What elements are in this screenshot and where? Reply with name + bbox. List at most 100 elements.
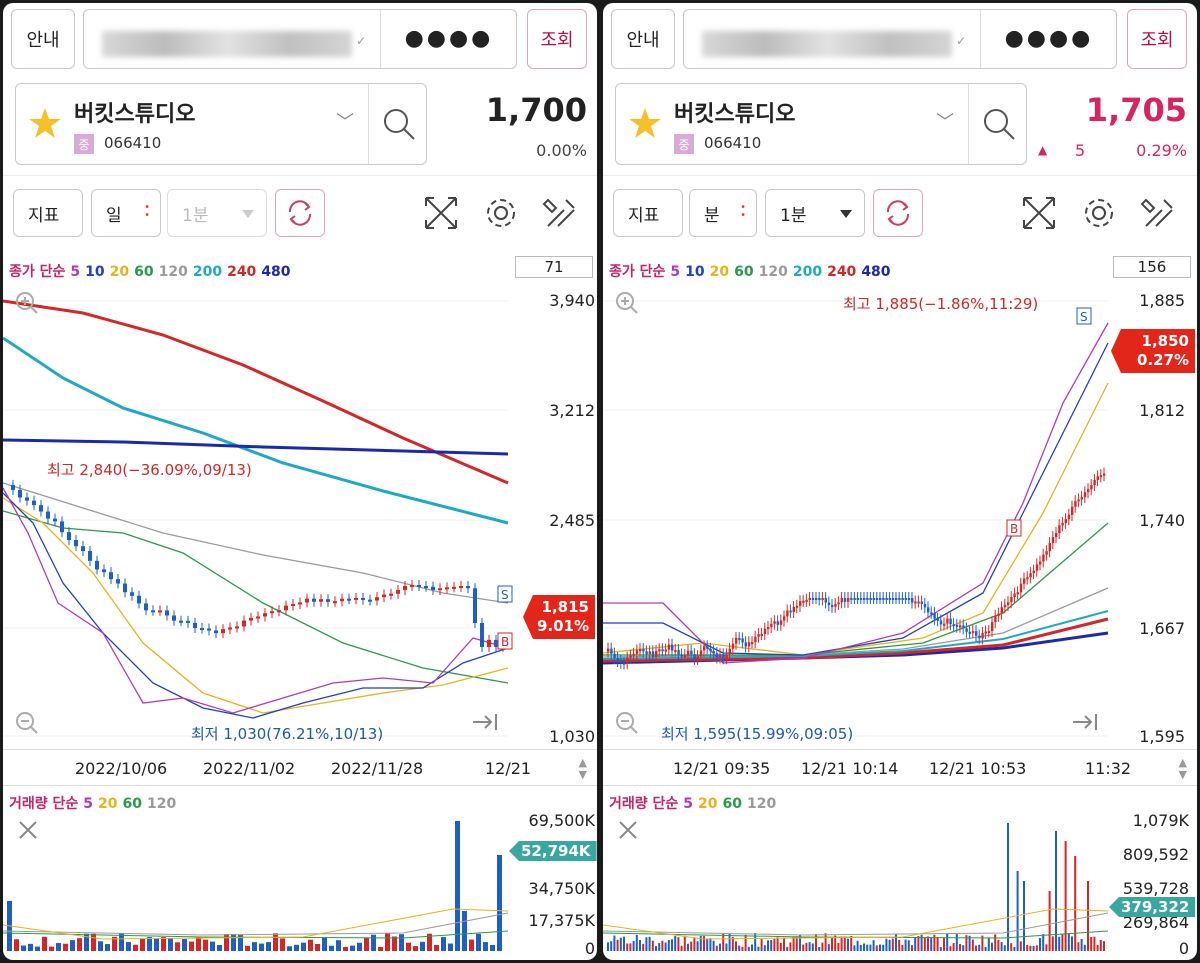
bar-count[interactable]: 156 [1113, 256, 1191, 278]
guide-button[interactable]: 안내 [11, 9, 75, 69]
candle [354, 597, 358, 600]
volume-bar [607, 942, 609, 951]
stock-selector[interactable]: 버킷스튜디오 중 066410 ﹀ [15, 83, 427, 165]
candle [445, 587, 449, 590]
star-icon[interactable] [628, 106, 662, 140]
candle [843, 598, 847, 602]
candle [1045, 551, 1048, 555]
indicator-button[interactable]: 지표 [613, 189, 683, 237]
volume-bar [119, 933, 124, 951]
volume-bar [1074, 856, 1077, 951]
zoom-in-icon[interactable] [15, 291, 39, 315]
axis-scroll-icon[interactable]: ▲ ▼ [578, 756, 587, 781]
volume-bar [613, 935, 616, 951]
volume-bar [629, 943, 632, 951]
volume-bar [1077, 942, 1080, 951]
zoom-in-icon[interactable] [615, 291, 639, 315]
x-tick: 12/21 10:53 [929, 759, 1027, 778]
volume-bar [1048, 891, 1051, 951]
volume-bar [343, 946, 348, 951]
x-tick: 12/21 09:35 [673, 759, 771, 778]
volume-bar [978, 944, 981, 951]
period-select[interactable]: 분 • • [689, 189, 757, 237]
bar-count[interactable]: 71 [515, 256, 593, 278]
close-icon[interactable] [17, 819, 39, 841]
jump-end-icon[interactable] [471, 711, 499, 733]
candle [946, 618, 949, 624]
y-tick: 2,485 [549, 511, 595, 530]
candle [1103, 473, 1106, 476]
search-button[interactable] [968, 84, 1028, 164]
price-chart[interactable]: SB [603, 283, 1113, 743]
volume-bar [994, 934, 997, 951]
zoom-out-icon[interactable] [615, 711, 639, 735]
volume-bar [1090, 937, 1093, 951]
volume-bar [1029, 945, 1032, 951]
refresh-button[interactable] [873, 189, 923, 237]
expand-button[interactable] [1017, 193, 1061, 233]
candle [725, 654, 728, 659]
settings-button[interactable] [1077, 193, 1121, 233]
volume-bar [112, 936, 117, 951]
volume-bar [971, 939, 974, 951]
volume-bar [154, 938, 159, 951]
query-button[interactable]: 조회 [527, 9, 587, 69]
candle [904, 598, 907, 600]
volume-bar [469, 939, 474, 951]
candle [438, 588, 442, 591]
period-select[interactable]: 일 • • [91, 189, 161, 237]
volume-bar [371, 934, 376, 951]
query-button[interactable]: 조회 [1127, 9, 1187, 69]
candle [473, 588, 477, 623]
buy-signal [497, 632, 513, 650]
search-button[interactable] [368, 84, 428, 164]
chevron-down-icon[interactable]: ﹀ [936, 112, 954, 133]
volume-bar [385, 933, 390, 951]
volume-bar [975, 945, 977, 951]
tools-button[interactable] [539, 193, 583, 233]
price-chart[interactable]: SB [3, 283, 513, 743]
account-selector[interactable]: ✓ ●●●● [683, 9, 1117, 69]
candle [200, 628, 204, 631]
volume-bar [280, 938, 285, 951]
candle [249, 617, 253, 621]
settings-button[interactable] [479, 193, 523, 233]
candle [770, 623, 773, 628]
stock-selector[interactable]: 버킷스튜디오 중 066410 ﹀ [615, 83, 1027, 165]
volume-bar [434, 944, 439, 951]
star-icon[interactable] [28, 106, 62, 140]
volume-bar [927, 936, 929, 951]
expand-button[interactable] [419, 193, 463, 233]
guide-button[interactable]: 안내 [611, 9, 675, 69]
password-mask[interactable]: ●●●● [1004, 26, 1094, 51]
password-mask[interactable]: ●●●● [404, 26, 494, 51]
interval-select[interactable]: 1분 [765, 189, 865, 237]
axis-scroll-icon[interactable]: ▲ ▼ [1178, 756, 1187, 781]
volume-bar [715, 945, 718, 951]
jump-end-icon[interactable] [1071, 711, 1099, 733]
ma120-line [603, 587, 1109, 658]
close-icon[interactable] [617, 819, 639, 841]
high-annotation: 최고 2,840(−36.09%,09/13) [47, 461, 252, 479]
candle [610, 648, 613, 654]
indicator-button[interactable]: 지표 [13, 189, 83, 237]
volume-bar [699, 935, 702, 951]
volume-bar [805, 942, 808, 951]
volume-bar [161, 937, 166, 951]
zoom-out-icon[interactable] [15, 711, 39, 735]
candle [920, 601, 923, 604]
refresh-button[interactable] [275, 189, 325, 237]
candle [60, 521, 64, 533]
tools-button[interactable] [1137, 193, 1181, 233]
query-label: 조회 [540, 30, 574, 51]
candle [875, 598, 879, 600]
candle [67, 532, 71, 541]
volume-bar [658, 943, 661, 951]
candle [53, 518, 57, 522]
period-label: 일 [106, 205, 122, 226]
account-selector[interactable]: ✓ ●●●● [83, 9, 517, 69]
chevron-down-icon[interactable]: ﹀ [336, 112, 354, 133]
candle [923, 603, 927, 608]
volume-bar [959, 944, 961, 951]
candle [642, 649, 645, 652]
